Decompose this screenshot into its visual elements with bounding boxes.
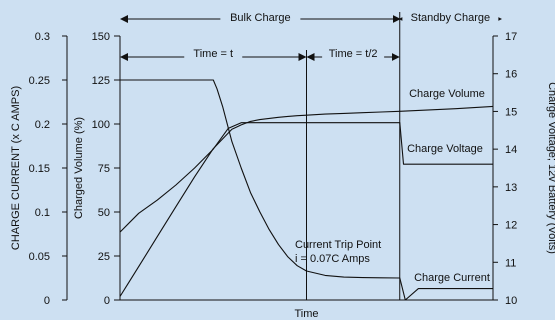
right-axis-title: Charge Voltage; 12v Battery (Volts) — [546, 82, 555, 254]
inner-left-tick-label: 25 — [98, 251, 110, 263]
phase-label-bg — [220, 9, 301, 25]
right-tick-label: 15 — [505, 106, 517, 118]
phase-label: Standby Charge — [411, 12, 491, 24]
trip-point-annotation: Current Trip Point — [295, 239, 381, 251]
right-tick-label: 16 — [505, 69, 517, 81]
inner-left-tick-label: 150 — [92, 31, 110, 43]
phase-label-bg — [402, 9, 499, 25]
interval-label-bg — [322, 46, 385, 61]
inner-left-tick-label: 75 — [98, 163, 110, 175]
series-layer — [119, 79, 494, 301]
right-tick-label: 10 — [505, 295, 517, 307]
right-tick-label: 12 — [505, 220, 517, 232]
right-tick-label: 11 — [505, 257, 516, 269]
inner-left-tick-label: 50 — [98, 207, 110, 219]
trip-point-annotation: i = 0.07C Amps — [295, 253, 370, 265]
outer-left-tick-label: 0.3 — [35, 31, 50, 43]
interval-label: Time = t — [193, 48, 233, 60]
axes-layer — [62, 35, 498, 301]
outer-left-tick-label: 0.05 — [29, 251, 50, 263]
x-axis-title: Time — [294, 308, 318, 320]
interval-label-bg — [184, 46, 243, 61]
labels-layer: 0 0.05 0.1 0.15 0.2 0.25 0.3 0 25 50 75 100 125 150 10… — [10, 12, 555, 320]
outer-left-tick-label: 0.25 — [29, 75, 50, 87]
right-tick-label: 13 — [505, 182, 517, 194]
outer-left-tick-label: 0 — [44, 295, 50, 307]
charge-voltage-label: Charge Voltage — [407, 143, 483, 155]
right-tick-label: 14 — [505, 144, 517, 156]
charge-volume-label: Charge Volume — [409, 88, 485, 100]
guides-layer — [119, 9, 502, 300]
outer-left-axis-title: CHARGE CURRENT (x C AMPS) — [10, 86, 22, 250]
charge-current-line — [120, 79, 493, 301]
inner-left-axis-title: Charged Volume (%) — [73, 117, 85, 219]
right-tick-label: 17 — [505, 31, 517, 43]
charge-volume-line — [119, 105, 494, 297]
charge-current-label: Charge Current — [414, 272, 490, 284]
interval-label: Time = t/2 — [329, 48, 378, 60]
inner-left-tick-label: 0 — [104, 295, 110, 307]
phase-label: Bulk Charge — [230, 12, 291, 24]
outer-left-tick-label: 0.2 — [35, 119, 50, 131]
inner-left-tick-label: 100 — [92, 119, 110, 131]
outer-left-tick-label: 0.1 — [35, 207, 50, 219]
outer-left-tick-label: 0.15 — [29, 163, 50, 175]
charge-voltage-line — [119, 122, 493, 233]
inner-left-tick-label: 125 — [92, 75, 110, 87]
